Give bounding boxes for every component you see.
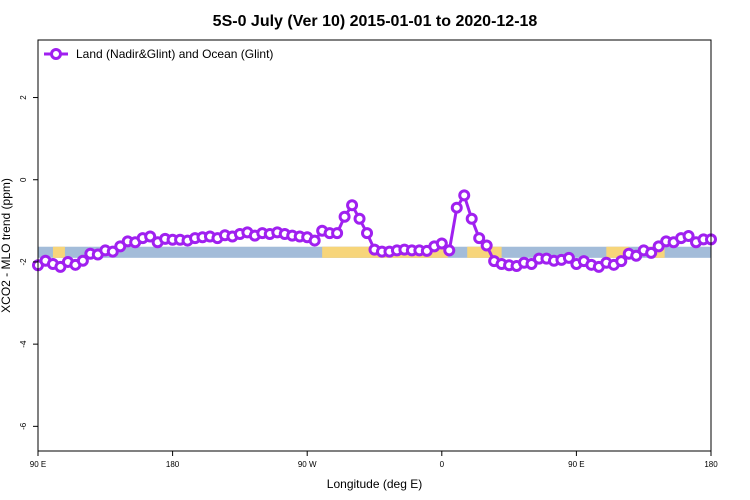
data-point xyxy=(76,254,89,267)
data-point xyxy=(630,249,643,262)
legend: Land (Nadir&Glint) and Ocean (Glint) xyxy=(44,47,273,61)
data-point xyxy=(645,246,658,259)
data-point xyxy=(465,212,478,225)
data-point xyxy=(615,255,628,268)
x-tick-label: 90 W xyxy=(298,460,317,469)
data-point xyxy=(144,230,157,243)
x-axis-label: Longitude (deg E) xyxy=(327,477,422,491)
y-axis: 2 0 -2 -4 -6 xyxy=(19,95,38,430)
legend-marker-swatch xyxy=(50,48,62,60)
data-point xyxy=(473,232,486,245)
data-point xyxy=(338,210,351,223)
data-point xyxy=(435,237,448,250)
land-band-segment-3 xyxy=(606,246,629,258)
data-point xyxy=(353,212,366,225)
plot-area-frame xyxy=(37,39,712,452)
x-tick-label: 0 xyxy=(440,460,445,469)
x-tick-label: 180 xyxy=(704,460,718,469)
x-tick-label: 90 E xyxy=(30,460,46,469)
data-point xyxy=(331,227,344,240)
x-tick-label: 90 E xyxy=(568,460,584,469)
data-point xyxy=(458,189,471,202)
data-point xyxy=(106,245,119,258)
data-point xyxy=(346,199,359,212)
x-tick-label: 180 xyxy=(166,460,180,469)
series-marker-layer xyxy=(32,189,717,273)
land-band-segment-0 xyxy=(52,246,65,258)
chart-title: 5S-0 July (Ver 10) 2015-01-01 to 2020-12… xyxy=(213,13,538,30)
data-point xyxy=(443,244,456,257)
y-tick-label: 2 xyxy=(19,95,28,100)
y-tick-label: -2 xyxy=(19,258,28,266)
data-point xyxy=(450,201,463,214)
data-point xyxy=(525,257,538,270)
x-axis: 90 E 180 90 W 0 90 E 180 xyxy=(30,451,718,469)
land-band-segment-2 xyxy=(467,246,502,258)
data-point xyxy=(361,227,374,240)
legend-entry-label: Land (Nadir&Glint) and Ocean (Glint) xyxy=(76,47,273,61)
data-point xyxy=(562,251,575,264)
data-point xyxy=(682,230,695,243)
y-tick-label: -6 xyxy=(19,422,28,430)
data-point xyxy=(308,234,321,247)
y-tick-label: 0 xyxy=(19,177,28,182)
y-axis-label: XCO2 - MLO trend (ppm) xyxy=(0,178,13,313)
data-point xyxy=(480,239,493,252)
y-tick-label: -4 xyxy=(19,340,28,348)
